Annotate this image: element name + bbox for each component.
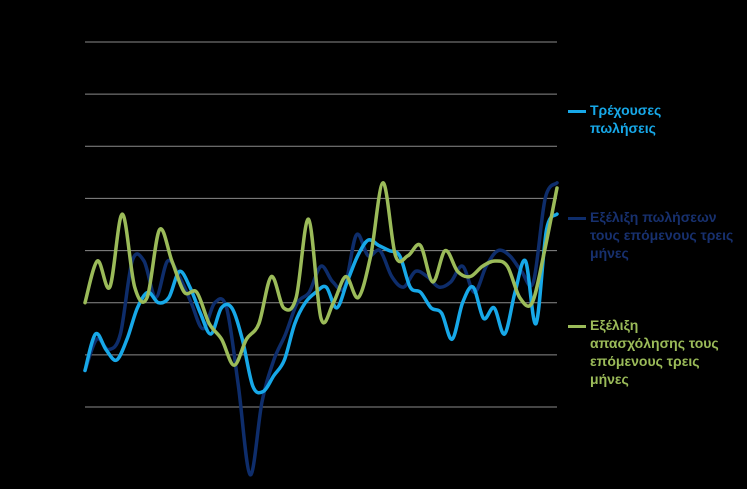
legend-entry-current-sales: Τρέχουσες πωλήσεις — [568, 101, 743, 137]
legend-entry-employment-outlook: Εξέλιξη απασχόλησης τους επόμενους τρεις… — [568, 316, 743, 388]
legend-label-current-sales: Τρέχουσες πωλήσεις — [590, 102, 662, 136]
series-line-current-sales — [83, 212, 559, 395]
legend-swatch-employment-outlook — [568, 325, 586, 328]
legend-label-employment-outlook: Εξέλιξη απασχόλησης τους επόμενους τρεις… — [590, 317, 719, 387]
legend-swatch-current-sales — [568, 110, 586, 113]
series-line-employment-outlook — [83, 181, 559, 368]
series-lines — [83, 181, 559, 477]
legend-entry-sales-outlook: Εξέλιξη πωλήσεων τους επόμενους τρεις μή… — [568, 208, 743, 262]
legend-label-sales-outlook: Εξέλιξη πωλήσεων τους επόμενους τρεις μή… — [590, 209, 734, 261]
series-line-sales-outlook — [83, 181, 559, 477]
legend-swatch-sales-outlook — [568, 217, 586, 220]
gridlines — [85, 41, 557, 408]
